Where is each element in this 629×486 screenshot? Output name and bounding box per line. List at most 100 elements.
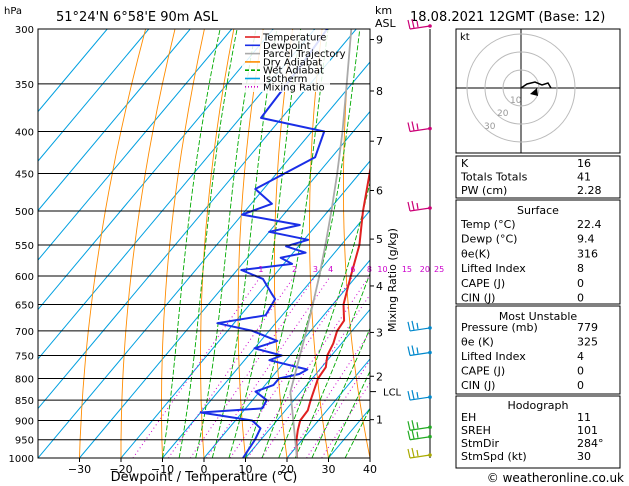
dry-adiabat-line [408, 29, 453, 458]
hodograph-trace [520, 81, 552, 89]
temperature-tick-label: −20 [109, 463, 132, 476]
pressure-tick-label: 900 [15, 416, 34, 427]
table-row-value: 779 [577, 321, 598, 334]
temperature-tick-label: −30 [68, 463, 91, 476]
pressure-tick-label: 500 [15, 207, 34, 218]
isotherm-line [245, 308, 370, 458]
pressure-tick-label: 800 [15, 374, 34, 385]
table-row-label: PW (cm) [461, 184, 507, 197]
hodograph-ring-20 [484, 51, 558, 125]
table-row-value: 284° [577, 437, 604, 450]
temperature-tick-label: 0 [201, 463, 208, 476]
altitude-label: 4 [376, 280, 383, 293]
hodograph-ring-label-30: 30 [484, 122, 496, 132]
altitude-label: 6 [376, 184, 383, 197]
wet-adiabat-line [245, 29, 329, 458]
isotherm-line [38, 29, 357, 410]
most-unstable-title: Most Unstable [499, 310, 578, 323]
isotherm-line [38, 29, 108, 113]
table-row-value: 2.28 [577, 184, 602, 197]
sounding-series [199, 29, 370, 458]
mixing-ratio-line [132, 275, 262, 458]
wet-adiabat-line [344, 407, 370, 458]
altitude-label: 5 [376, 233, 383, 246]
wind-barb [407, 18, 432, 30]
hodograph-ring-label-20: 20 [497, 109, 509, 119]
mixing-ratio-line [167, 275, 296, 458]
table-row-label: θe(K) [461, 247, 490, 260]
wind-barb [407, 345, 432, 357]
legend-label: Isotherm [263, 74, 307, 85]
pressure-tick-label: 850 [15, 396, 34, 407]
mixing-ratio-line [321, 381, 370, 458]
table-row-label: θe (K) [461, 336, 494, 349]
altitude-label: 2 [376, 370, 383, 383]
mixing-ratio-label: 8 [367, 265, 372, 274]
table-row-label: Totals Totals [460, 171, 528, 184]
table-row-label: Lifted Index [461, 350, 526, 363]
table-row-value: 11 [577, 411, 591, 424]
table-row-value: 325 [577, 336, 598, 349]
isotherm-line [286, 358, 370, 458]
table-row-value: 9.4 [577, 233, 595, 246]
isotherm-line [38, 29, 233, 261]
temperature-line [295, 164, 370, 458]
wind-barb [407, 447, 432, 459]
table-row-label: Pressure (mb) [461, 321, 538, 334]
isotherm-line [38, 29, 150, 162]
legend-label: Wet Adiabat [263, 66, 324, 77]
location-title: 51°24'N 6°58'E 90m ASL [56, 10, 219, 25]
storm-motion-marker [530, 88, 538, 96]
isotherm-line [38, 29, 316, 360]
legend-label: Dry Adiabat [263, 57, 322, 68]
hodograph-frame [455, 28, 621, 154]
dry-adiabat-line [161, 29, 205, 458]
surface-table: Surface Temp (°C) 22.4 Dewp (°C) 9.4 θe(K) 31… [455, 199, 621, 305]
mixing-ratio-label: 1 [258, 265, 263, 274]
wind-barb [407, 389, 432, 401]
table-row-label: CIN (J) [461, 379, 495, 392]
wind-barb [407, 420, 432, 431]
mixing-ratio-label: 20 [420, 265, 430, 274]
isotherm-line [38, 61, 370, 458]
table-row-value: 0 [577, 277, 584, 290]
hodograph-stats-table: Hodograph EH 11 SREH 101 StmDir 284° StmSpd (k… [455, 395, 621, 469]
lcl-label: LCL [383, 388, 402, 399]
hodograph: kt 10 20 30 [455, 28, 621, 154]
pressure-tick-label: 700 [15, 327, 34, 338]
wind-barb [407, 121, 432, 133]
mixing-ratio-label: 6 [350, 265, 355, 274]
table-row-label: EH [461, 411, 476, 424]
pressure-tick-label: 450 [15, 169, 34, 180]
isotherm-line [203, 259, 370, 458]
table-row-value: 30 [577, 450, 591, 463]
wet-adiabat-line [294, 272, 370, 458]
temperature-tick-label: 30 [322, 463, 336, 476]
mixing-ratio-label: 4 [328, 265, 333, 274]
hodograph-stats-title: Hodograph [508, 399, 569, 412]
isotherm-line [79, 110, 370, 458]
dewpoint-line [199, 29, 329, 458]
isotherm-line [162, 209, 370, 458]
pressure-tick-label: 400 [15, 128, 34, 139]
datetime-title: 18.08.2021 12GMT (Base: 12) [410, 10, 605, 25]
table-row-value: 0 [577, 379, 584, 392]
km-label: km [375, 4, 392, 17]
pressure-tick-label: 950 [15, 436, 34, 447]
temperature-tick-label: −10 [151, 463, 174, 476]
table-row-value: 4 [577, 350, 584, 363]
altitude-label: 8 [376, 85, 383, 98]
isotherm-line [38, 29, 191, 212]
table-row-value: 41 [577, 171, 591, 184]
wind-barb [407, 429, 432, 441]
altitude-label: 1 [376, 414, 383, 427]
mixing-ratio-label: 25 [434, 265, 444, 274]
table-row-value: 0 [577, 292, 584, 305]
most-unstable-table: Most Unstable Pressure (mb) 779 θe (K) 325 L… [455, 305, 621, 395]
wind-barb [407, 320, 432, 332]
hodograph-unit: kt [460, 32, 470, 43]
legend-label: Dewpoint [263, 41, 311, 52]
hodograph-ring-30 [466, 33, 576, 143]
x-axis-label: Dewpoint / Temperature (°C) [111, 470, 298, 485]
wind-barb [407, 200, 432, 212]
